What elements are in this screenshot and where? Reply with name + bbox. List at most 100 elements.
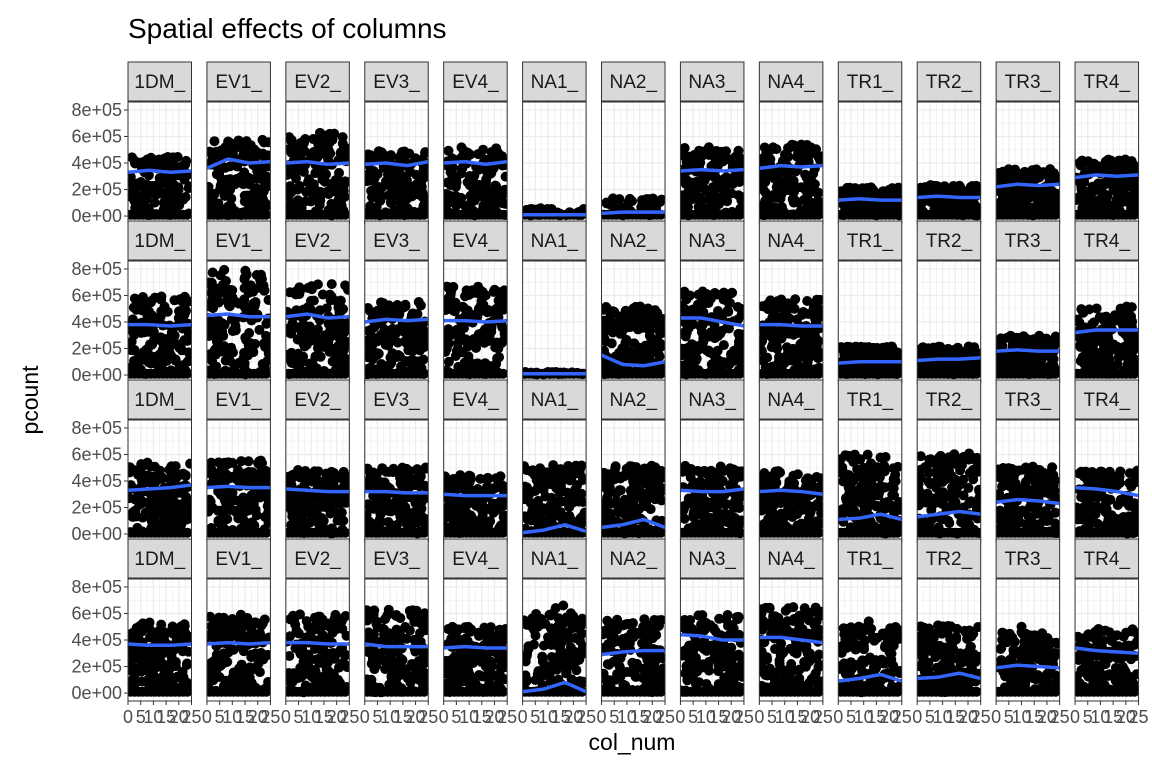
- data-point: [165, 503, 175, 513]
- facet-label: 1DM_: [134, 231, 185, 252]
- data-point: [802, 172, 812, 182]
- smooth-trend-line: [996, 184, 1060, 187]
- data-point: [243, 151, 253, 161]
- data-point: [307, 284, 317, 294]
- y-tick-label: 2e+05: [71, 339, 122, 359]
- data-point: [208, 268, 218, 278]
- data-point: [972, 210, 982, 220]
- data-point: [614, 194, 624, 204]
- data-point: [441, 189, 451, 199]
- data-point: [410, 190, 420, 200]
- data-point: [783, 305, 793, 315]
- data-point: [893, 210, 903, 220]
- data-point: [1075, 340, 1085, 350]
- data-point: [757, 346, 767, 356]
- data-point: [226, 294, 236, 304]
- data-point: [485, 169, 495, 179]
- y-tick-label: 2e+05: [71, 180, 122, 200]
- data-point: [388, 327, 398, 337]
- facet-label: 1DM_: [134, 72, 185, 93]
- data-points: [598, 302, 668, 380]
- data-point: [139, 199, 149, 209]
- data-points: [993, 164, 1063, 220]
- data-point: [495, 197, 505, 207]
- data-point: [283, 350, 293, 360]
- smooth-trend-line: [996, 350, 1060, 351]
- facet-label: TR1_: [847, 72, 894, 93]
- data-point: [339, 186, 349, 196]
- data-point: [125, 462, 135, 472]
- data-point: [712, 146, 722, 156]
- data-point: [678, 290, 688, 300]
- data-point: [962, 186, 972, 196]
- data-points: [124, 458, 195, 538]
- data-point: [1073, 194, 1083, 204]
- data-point: [293, 185, 303, 195]
- data-point: [124, 493, 134, 503]
- facet-label: NA1_: [531, 72, 579, 93]
- facet-label: TR2_: [926, 72, 973, 93]
- data-point: [322, 132, 332, 142]
- smooth-trend-line: [602, 212, 666, 213]
- facet-label: EV2_: [294, 231, 341, 252]
- data-point: [655, 328, 665, 338]
- data-point: [319, 176, 329, 186]
- x-axis-title: col_num: [589, 729, 676, 755]
- data-point: [264, 295, 274, 305]
- data-point: [130, 293, 140, 303]
- data-point: [155, 335, 165, 345]
- data-point: [696, 343, 706, 353]
- data-point: [419, 165, 429, 175]
- data-point: [246, 193, 256, 203]
- facet-label: TR2_: [926, 231, 973, 252]
- data-point: [151, 472, 161, 482]
- data-point: [812, 335, 822, 345]
- data-point: [391, 180, 401, 190]
- data-point: [447, 176, 457, 186]
- data-point: [413, 356, 423, 366]
- data-point: [296, 138, 306, 148]
- facet-label: NA4_: [767, 231, 815, 252]
- data-point: [204, 278, 214, 288]
- data-point: [763, 304, 773, 314]
- data-point: [1127, 348, 1137, 358]
- data-point: [343, 144, 353, 154]
- data-point: [130, 506, 140, 516]
- data-point: [1104, 354, 1114, 364]
- y-tick-label: 4e+05: [71, 471, 122, 491]
- data-point: [340, 210, 350, 220]
- data-point: [727, 288, 737, 298]
- data-point: [443, 324, 453, 334]
- data-point: [160, 178, 170, 188]
- data-point: [460, 291, 470, 301]
- data-point: [655, 342, 665, 352]
- facet-label: NA4_: [767, 72, 815, 93]
- data-point: [794, 148, 804, 158]
- data-point: [293, 349, 303, 359]
- data-point: [608, 323, 618, 333]
- data-point: [327, 279, 337, 289]
- data-point: [170, 330, 180, 340]
- data-point: [643, 194, 653, 204]
- data-point: [151, 509, 161, 519]
- facet-label: EV1_: [215, 231, 262, 252]
- facet-label: EV1_: [215, 390, 262, 411]
- data-point: [776, 295, 786, 305]
- data-point: [326, 332, 336, 342]
- data-point: [310, 147, 320, 157]
- data-point: [627, 196, 637, 206]
- data-point: [480, 358, 490, 368]
- data-point: [814, 152, 824, 162]
- data-point: [220, 320, 230, 330]
- data-point: [419, 369, 429, 379]
- y-axis-title: pcount: [17, 365, 43, 435]
- data-point: [241, 335, 251, 345]
- data-point: [162, 187, 172, 197]
- data-point: [802, 296, 812, 306]
- data-point: [181, 492, 191, 502]
- data-point: [263, 137, 273, 147]
- data-point: [408, 346, 418, 356]
- data-point: [759, 326, 769, 336]
- data-point: [185, 182, 195, 192]
- smooth-trend-line: [444, 321, 508, 322]
